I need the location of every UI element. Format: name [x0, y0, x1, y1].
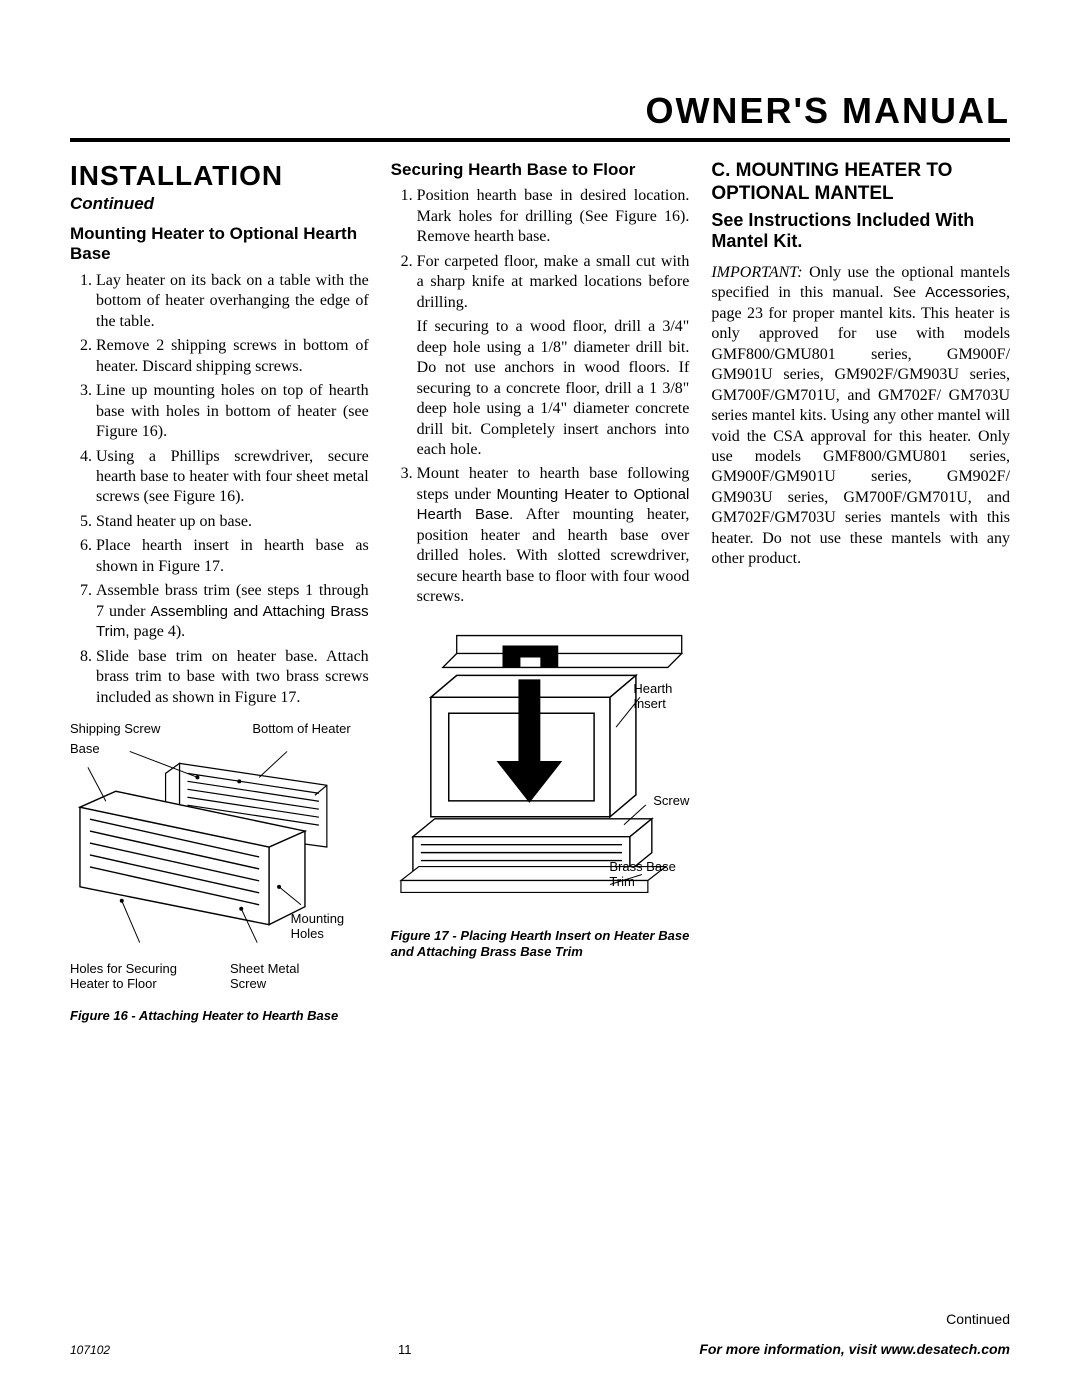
- col2-steps: Position hearth base in desired location…: [391, 186, 690, 313]
- figure-17: Hearth Insert Screw Brass Base Trim: [391, 622, 690, 922]
- fig17-label-brass: Brass Base Trim: [609, 860, 689, 890]
- step7-tail: page 4).: [130, 623, 186, 640]
- col3-important-paragraph: IMPORTANT: Only use the optional mantels…: [711, 263, 1010, 570]
- col1-step: Slide base trim on heater base. Attach b…: [96, 647, 369, 708]
- footer-page-number: 11: [398, 1342, 412, 1357]
- col1-subheading: Mounting Heater to Optional Hearth Base: [70, 224, 369, 265]
- footer-continued: Continued: [946, 1311, 1010, 1327]
- figure-16: Shipping Screw Bottom of Heater Base: [70, 722, 369, 1002]
- col1-steps: Lay heater on its back on a table with t…: [70, 271, 369, 708]
- col2-steps-cont: Mount heater to hearth base following st…: [391, 464, 690, 607]
- figure-17-caption: Figure 17 - Placing Hearth Insert on Hea…: [391, 928, 690, 961]
- col1-step: Stand heater up on base.: [96, 512, 369, 532]
- accessories-ref: Accessories: [925, 284, 1006, 301]
- col3-heading: C. MOUNTING HEATER TO OPTIONAL MANTEL: [711, 160, 1010, 206]
- section-heading: INSTALLATION: [70, 160, 369, 192]
- col1-step: Lay heater on its back on a table with t…: [96, 271, 369, 332]
- content-columns: INSTALLATION Continued Mounting Heater t…: [70, 160, 1010, 1024]
- col1-step: Place hearth insert in hearth base as sh…: [96, 536, 369, 577]
- figure-16-caption: Figure 16 - Attaching Heater to Hearth B…: [70, 1008, 369, 1024]
- col3-subheading: See Instructions Included With Mantel Ki…: [711, 210, 1010, 253]
- column-2: Securing Hearth Base to Floor Position h…: [391, 160, 690, 1024]
- continued-label: Continued: [70, 194, 369, 214]
- fig17-label-hearth: Hearth Insert: [633, 682, 689, 712]
- important-body: , page 23 for proper mantel kits. This h…: [711, 284, 1010, 567]
- column-1: INSTALLATION Continued Mounting Heater t…: [70, 160, 369, 1024]
- fig17-label-screw: Screw: [653, 794, 689, 809]
- col1-step: Using a Phillips screwdriver, secure hea…: [96, 447, 369, 508]
- col1-step: Assemble brass trim (see steps 1 through…: [96, 581, 369, 642]
- title-rule: [70, 138, 1010, 142]
- col2-step: Position hearth base in desired location…: [417, 186, 690, 247]
- page-footer: 107102 11 For more information, visit ww…: [70, 1341, 1010, 1357]
- footer-url: For more information, visit www.desatech…: [699, 1341, 1010, 1357]
- col1-step: Remove 2 shipping screws in bottom of he…: [96, 336, 369, 377]
- fig16-label-sheet: Sheet Metal Screw: [230, 962, 320, 992]
- column-3: C. MOUNTING HEATER TO OPTIONAL MANTEL Se…: [711, 160, 1010, 1024]
- col1-step: Line up mounting holes on top of hearth …: [96, 381, 369, 442]
- document-title: OWNER'S MANUAL: [70, 90, 1010, 132]
- fig16-label-holesfloor: Holes for Securing Heater to Floor: [70, 962, 210, 992]
- col2-step: Mount heater to hearth base following st…: [417, 464, 690, 607]
- col2-subheading: Securing Hearth Base to Floor: [391, 160, 690, 180]
- footer-docnum: 107102: [70, 1343, 110, 1357]
- important-label: IMPORTANT:: [711, 264, 802, 281]
- col2-step: For carpeted floor, make a small cut wit…: [417, 252, 690, 313]
- fig16-label-mounting: Mounting Holes: [291, 912, 361, 942]
- col2-step2-extra: If securing to a wood floor, drill a 3/4…: [417, 317, 690, 460]
